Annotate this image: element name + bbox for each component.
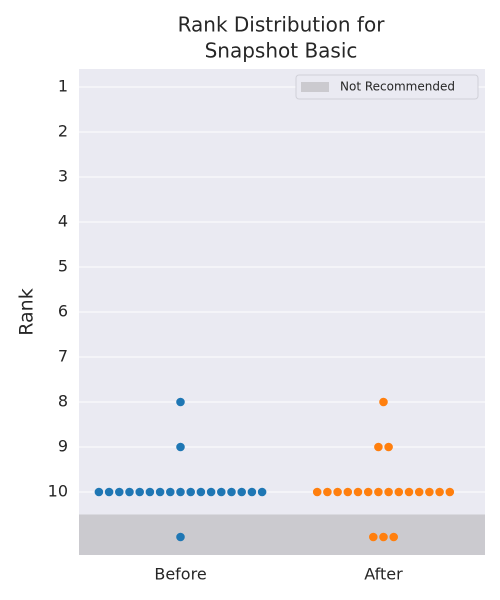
point (425, 487, 434, 497)
chart-title: Rank Distribution for (178, 13, 386, 37)
point (384, 487, 393, 497)
point (176, 442, 185, 452)
point (374, 442, 383, 452)
point (343, 487, 353, 497)
y-tick-label: 5 (58, 257, 68, 276)
x-tick-label: Before (154, 565, 206, 584)
legend-label: Not Recommended (340, 80, 455, 94)
point (186, 487, 195, 497)
legend-swatch (301, 82, 329, 92)
point (115, 487, 124, 497)
point (353, 487, 363, 497)
point (247, 487, 257, 497)
point (166, 487, 175, 497)
point (379, 397, 388, 407)
point (176, 487, 185, 497)
point (435, 487, 444, 497)
point (333, 487, 342, 497)
point (404, 487, 414, 497)
y-tick-label: 1 (58, 77, 68, 96)
y-tick-label: 6 (58, 302, 68, 321)
point (389, 532, 399, 542)
point (257, 487, 267, 497)
point (176, 397, 185, 407)
shaded-region (79, 514, 485, 555)
point (394, 487, 404, 497)
y-axis-label: Rank (16, 288, 38, 335)
point (445, 487, 455, 497)
point (145, 487, 155, 497)
y-tick-label: 9 (58, 437, 68, 456)
point (155, 487, 165, 497)
point (374, 487, 383, 497)
point (237, 487, 246, 497)
point (227, 487, 236, 497)
x-tick-label: After (364, 565, 403, 584)
point (125, 487, 134, 497)
y-tick-label: 10 (48, 482, 68, 501)
point (196, 487, 206, 497)
point (369, 532, 378, 542)
point (104, 487, 114, 497)
point (414, 487, 424, 497)
point (323, 487, 332, 497)
point (363, 487, 373, 497)
y-tick-label: 3 (58, 167, 68, 186)
y-tick-label: 7 (58, 347, 68, 366)
point (379, 532, 388, 542)
chart-title: Snapshot Basic (205, 39, 358, 63)
point (312, 487, 322, 497)
y-tick-label: 8 (58, 392, 68, 411)
point (176, 532, 185, 542)
legend-box (295, 74, 479, 100)
point (94, 487, 104, 497)
point (384, 442, 393, 452)
point (135, 487, 144, 497)
y-tick-label: 2 (58, 122, 68, 141)
y-tick-label: 4 (58, 212, 68, 231)
point (206, 487, 216, 497)
point (217, 487, 226, 497)
